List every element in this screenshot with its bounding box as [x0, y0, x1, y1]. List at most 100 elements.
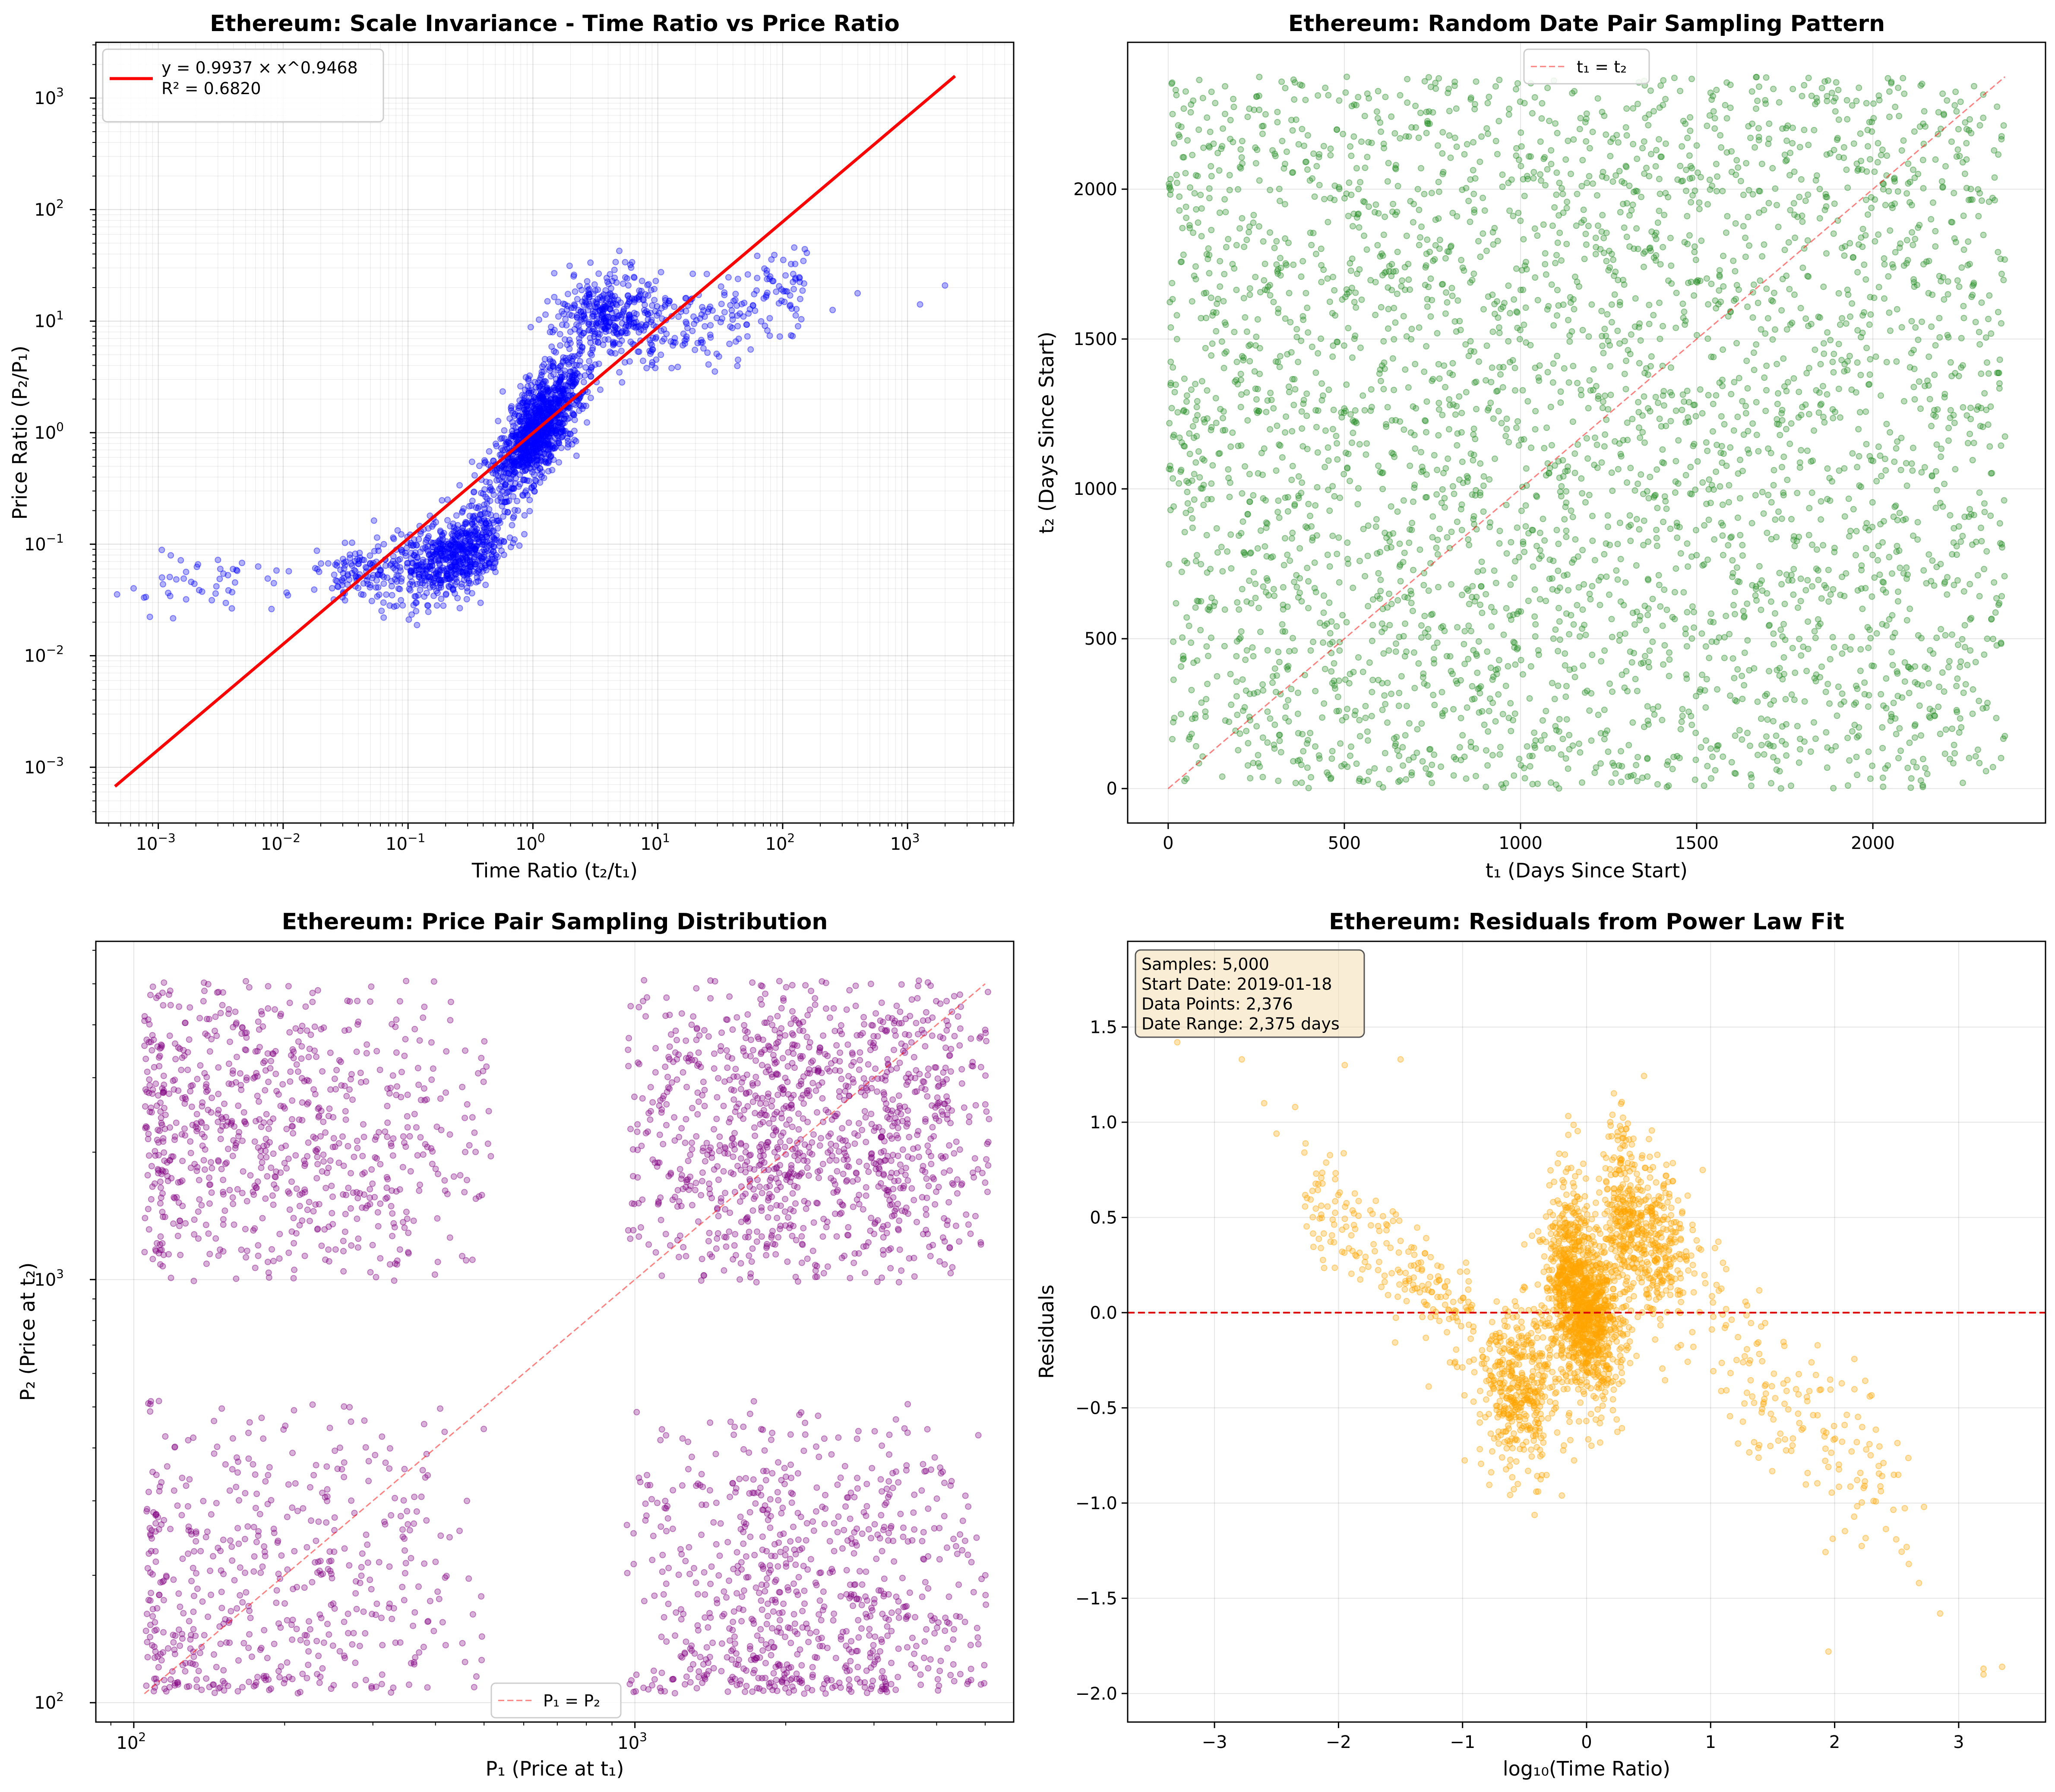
p2-point	[1703, 439, 1710, 446]
p2-point	[1290, 402, 1297, 408]
p2-point	[1878, 691, 1884, 698]
p2-point	[1495, 118, 1502, 125]
p1-point	[390, 534, 397, 541]
p2-point	[1961, 171, 1968, 177]
p2-point	[1904, 764, 1911, 771]
p1-point	[729, 316, 736, 323]
p2-point	[1489, 752, 1496, 759]
p1-point	[472, 561, 479, 568]
p2-point	[1779, 464, 1786, 471]
p2-point	[1568, 612, 1574, 619]
p1-point	[516, 397, 523, 404]
p2-point	[1762, 408, 1769, 415]
p1-point	[504, 509, 511, 516]
p1-point	[601, 323, 608, 330]
p2-point	[1210, 309, 1217, 316]
p2-point	[1792, 234, 1799, 241]
p2-point	[1258, 123, 1265, 130]
p2-point	[1527, 763, 1533, 770]
p2-point	[1334, 551, 1340, 557]
p2-point	[1304, 304, 1311, 311]
p1-point	[721, 309, 728, 316]
p2-point	[1744, 385, 1751, 392]
p2-point	[1243, 328, 1250, 335]
p2-point	[1780, 621, 1787, 627]
p2-point	[1559, 735, 1566, 742]
p1-point	[474, 574, 481, 581]
p2-point	[1951, 190, 1957, 196]
p2-point	[1725, 542, 1732, 549]
p2-point	[1941, 296, 1948, 303]
p1-point	[550, 363, 556, 370]
p2-point	[1817, 674, 1824, 681]
p2-point	[1356, 733, 1363, 740]
p1-point	[360, 591, 367, 598]
p2-point	[1411, 684, 1418, 691]
p1-point	[417, 530, 424, 537]
p1-point	[408, 569, 414, 576]
p2-point	[1264, 739, 1271, 746]
p2-point	[1960, 588, 1967, 595]
p2-point	[1836, 467, 1843, 474]
p2-point	[1400, 313, 1407, 320]
p2-point	[1645, 122, 1652, 129]
p1-point	[526, 440, 533, 446]
p2-point	[1798, 412, 1805, 418]
p1-point	[431, 539, 438, 546]
p2-point	[1909, 467, 1916, 474]
p1-point	[647, 310, 654, 317]
p2-point	[1616, 340, 1623, 347]
p2-point	[1582, 231, 1589, 237]
p2-point	[1518, 608, 1524, 615]
p2-point	[1423, 130, 1430, 136]
p2-point	[1758, 161, 1765, 168]
p2-point	[1553, 527, 1560, 534]
p2-point	[1603, 131, 1609, 138]
p2-point	[1571, 88, 1578, 95]
p2-point	[1939, 669, 1946, 676]
p2-point	[1790, 566, 1797, 573]
p1-point	[562, 316, 569, 323]
p1-point	[607, 306, 613, 313]
p2-point	[1915, 632, 1922, 639]
p2-point	[1458, 409, 1465, 416]
p2-point	[1929, 473, 1935, 480]
p2-point	[1928, 216, 1935, 223]
p2-point	[1343, 619, 1350, 626]
p2-point	[1353, 304, 1359, 311]
p2-point	[1263, 408, 1270, 415]
p2-point	[1679, 177, 1686, 184]
p2-point	[1417, 110, 1424, 117]
p2-point	[1548, 281, 1555, 288]
p2-point	[1556, 636, 1563, 643]
p2-point	[1491, 310, 1498, 317]
p2-point	[1364, 552, 1371, 559]
p2-point	[1176, 480, 1182, 487]
p1-point	[158, 547, 165, 554]
p2-point	[1638, 471, 1644, 478]
p2-point	[1599, 342, 1606, 349]
p2-point	[1966, 431, 1973, 437]
p2-point	[1325, 457, 1332, 464]
p2-point	[1276, 186, 1283, 193]
p2-point	[1960, 689, 1967, 696]
p1-point	[408, 567, 415, 574]
p2-point	[1949, 725, 1956, 732]
p2-point	[1221, 643, 1228, 649]
p1-point	[521, 512, 528, 519]
p1-point	[734, 362, 741, 369]
p1-point	[705, 361, 712, 368]
p2-point	[1426, 248, 1433, 255]
p2-point	[1557, 388, 1564, 395]
p2-point	[1188, 386, 1195, 393]
p2-point	[1933, 487, 1940, 494]
p1-point	[503, 498, 509, 505]
p2-point	[1951, 235, 1958, 242]
p1-point	[787, 261, 794, 268]
p2-point	[1244, 417, 1251, 424]
p2-point	[1325, 487, 1332, 494]
p2-point	[1288, 117, 1295, 123]
p2-point	[1186, 450, 1193, 457]
p1-point	[457, 557, 464, 564]
p1-point	[537, 383, 544, 390]
